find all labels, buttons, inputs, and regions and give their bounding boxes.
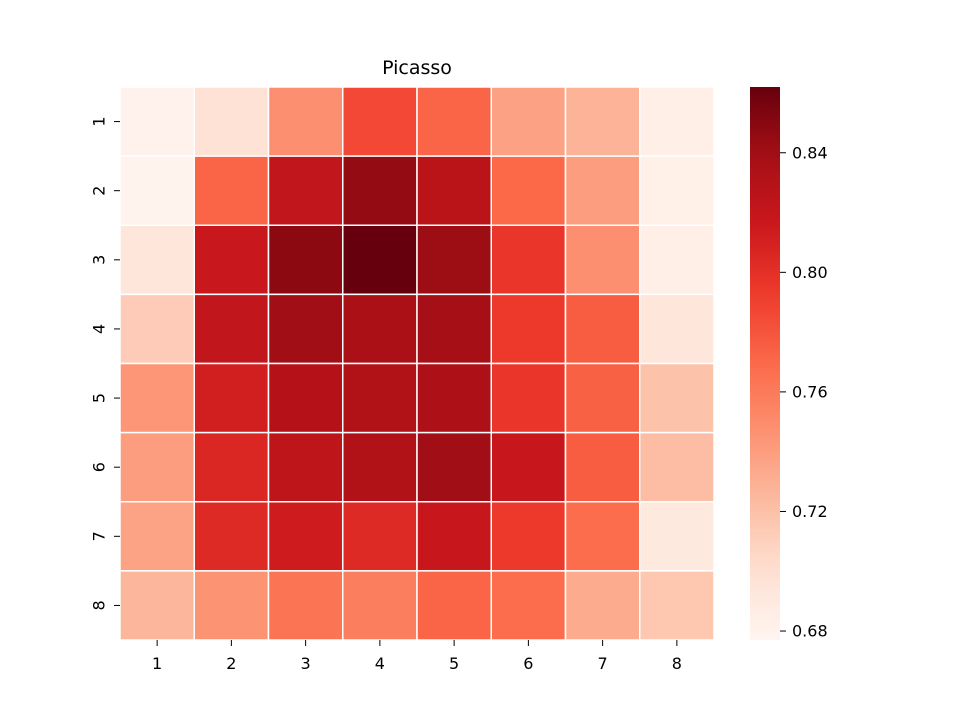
heatmap-cell-r5-c8 [639,362,715,434]
x-tick-label: 5 [449,654,459,673]
heatmap-cell-r6-c4 [342,431,418,503]
heatmap-cell-r2-c7 [564,155,641,226]
heatmap-cell-r1-c5 [416,86,492,157]
heatmap-cell-r3-c3 [267,224,344,296]
heatmap-cell-r6-c8 [639,431,715,503]
x-tick-label: 1 [152,654,162,673]
colorbar-tick-label: 0.68 [792,622,828,641]
heatmap-cell-r8-c8 [639,570,715,641]
heatmap-cell-r4-c2 [193,293,270,365]
heatmap-cell-r8-c3 [267,570,344,641]
y-tick-label: 5 [90,393,109,403]
heatmap-cell-r3-c2 [193,224,270,296]
y-tick-label: 4 [90,324,109,334]
heatmap-cell-r6-c3 [267,431,344,503]
heatmap-cell-r3-c8 [639,224,715,296]
heatmap-cell-r6-c5 [416,431,492,503]
x-tick-label: 6 [523,654,533,673]
heatmap-cell-r2-c2 [193,155,270,226]
heatmap-cell-r1-c2 [193,86,270,157]
heatmap-cell-r2-c1 [119,155,195,226]
heatmap-cell-r4-c5 [416,293,492,365]
y-tick-label: 7 [90,531,109,541]
heatmap-cell-r4-c6 [490,293,567,365]
heatmap-cell-r4-c8 [639,293,715,365]
heatmap-cell-r8-c1 [119,570,195,641]
heatmap-cell-r7-c1 [119,501,195,572]
heatmap-cell-r3-c7 [564,224,641,296]
colorbar-tick-label: 0.84 [792,143,828,162]
heatmap-cell-r6-c7 [564,431,641,503]
heatmap-cell-r1-c8 [639,86,715,157]
x-axis-ticks: 1 2 3 4 5 6 7 8 [152,640,682,673]
heatmap-cell-r7-c7 [564,501,641,572]
heatmap-cell-r1-c1 [119,86,195,157]
heatmap-cell-r1-c3 [267,86,344,157]
colorbar: 0.68 0.72 0.76 0.80 0.84 [750,87,828,641]
y-tick-label: 1 [90,116,109,126]
heatmap-cell-r4-c7 [564,293,641,365]
colorbar-tick-label: 0.72 [792,502,828,521]
heatmap-cell-r8-c7 [564,570,641,641]
y-axis-ticks: 1 2 3 4 5 6 7 8 [90,116,120,611]
heatmap-cell-r2-c3 [267,155,344,226]
heatmap-cell-r7-c2 [193,501,270,572]
y-tick-label: 8 [90,600,109,610]
y-tick-label: 6 [90,462,109,472]
heatmap-cell-r7-c5 [416,501,492,572]
heatmap-cell-r5-c1 [119,362,195,434]
colorbar-gradient [750,87,780,640]
y-tick-label: 3 [90,255,109,265]
x-tick-label: 7 [598,654,608,673]
x-tick-label: 4 [375,654,385,673]
heatmap-cell-r7-c8 [639,501,715,572]
heatmap-cell-r7-c6 [490,501,567,572]
heatmap-cell-r2-c5 [416,155,492,226]
heatmap-cell-r8-c5 [416,570,492,641]
heatmap-cell-r6-c6 [490,431,567,503]
heatmap-cell-r7-c4 [342,501,418,572]
colorbar-tick-label: 0.80 [792,263,828,282]
heatmap-cell-r8-c6 [490,570,567,641]
heatmap-cell-r1-c4 [342,86,418,157]
heatmap-cell-r8-c4 [342,570,418,641]
heatmap-cell-r8-c2 [193,570,270,641]
colorbar-tick-label: 0.76 [792,382,828,401]
heatmap-cell-r2-c8 [639,155,715,226]
heatmap-cell-r2-c4 [342,155,418,226]
heatmap-cell-r3-c1 [119,224,195,296]
heatmap-cell-r7-c3 [267,501,344,572]
heatmap-cell-r1-c6 [490,86,567,157]
heatmap-cell-r2-c6 [490,155,567,226]
heatmap-cell-r1-c7 [564,86,641,157]
x-tick-label: 3 [301,654,311,673]
heatmap-cell-r5-c2 [193,362,270,434]
heatmap-cells [119,86,715,641]
heatmap-cell-r6-c2 [193,431,270,503]
x-tick-label: 2 [226,654,236,673]
heatmap-cell-r4-c1 [119,293,195,365]
y-tick-label: 2 [90,186,109,196]
heatmap-cell-r4-c4 [342,293,418,365]
heatmap-cell-r5-c3 [267,362,344,434]
heatmap-cell-r3-c4 [342,224,418,296]
heatmap-cell-r4-c3 [267,293,344,365]
heatmap-cell-r5-c6 [490,362,567,434]
x-tick-label: 8 [672,654,682,673]
heatmap-cell-r5-c7 [564,362,641,434]
heatmap-cell-r6-c1 [119,431,195,503]
chart-title: Picasso [382,57,452,79]
heatmap-cell-r3-c5 [416,224,492,296]
heatmap-cell-r5-c5 [416,362,492,434]
heatmap-cell-r5-c4 [342,362,418,434]
heatmap-cell-r3-c6 [490,224,567,296]
